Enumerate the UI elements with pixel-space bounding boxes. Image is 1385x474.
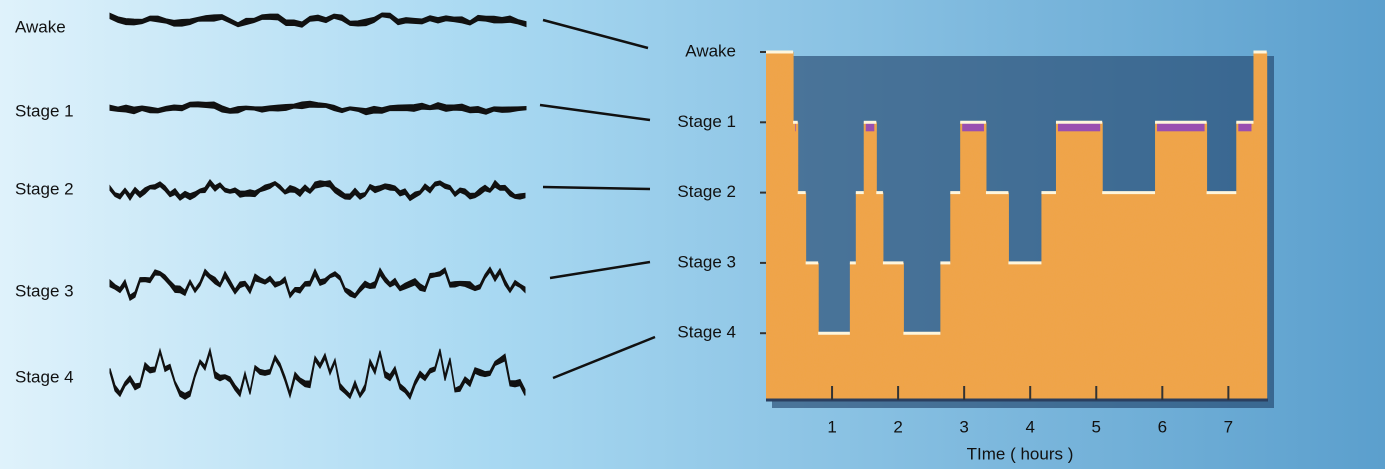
step-segment: [960, 122, 987, 401]
step-segment: [985, 192, 1009, 400]
x-tick-label: 4: [1025, 417, 1034, 436]
step-segment: [1206, 192, 1237, 400]
eeg-label: Stage 2: [15, 179, 74, 198]
eeg-label: Stage 4: [15, 367, 74, 386]
y-tick-label: Stage 1: [677, 112, 736, 131]
step-segment: [882, 262, 904, 400]
rem-bar: [865, 123, 875, 132]
step-segment: [818, 333, 851, 400]
x-tick-label: 6: [1158, 417, 1167, 436]
step-segment: [863, 122, 877, 401]
step-segment: [797, 192, 807, 400]
rem-bar: [795, 123, 796, 132]
step-segment: [793, 122, 799, 401]
step-segment: [1008, 262, 1042, 400]
x-axis-label: TIme ( hours ): [967, 444, 1074, 463]
step-segment: [1253, 52, 1268, 400]
step-segment: [1055, 122, 1103, 401]
y-tick-label: Stage 3: [677, 252, 736, 271]
x-tick-label: 2: [893, 417, 902, 436]
eeg-wave: [109, 100, 527, 116]
y-tick-label: Stage 4: [677, 323, 736, 342]
eeg-wave: [109, 178, 526, 202]
step-segment: [849, 262, 857, 400]
step-segment: [1236, 122, 1254, 401]
step-segment: [1102, 192, 1156, 400]
step-segment: [766, 52, 794, 400]
connectors: [539, 18, 656, 380]
x-tick-label: 1: [827, 417, 836, 436]
step-segment: [876, 192, 884, 400]
step-segment: [805, 262, 819, 400]
step-segment: [855, 192, 865, 400]
rem-bar: [1157, 123, 1205, 132]
step-segment: [940, 262, 951, 400]
eeg-label: Stage 3: [15, 281, 74, 300]
step-segment: [1155, 122, 1208, 401]
step-segment: [1041, 192, 1057, 400]
step-segment: [903, 333, 941, 400]
x-tick-label: 7: [1224, 417, 1233, 436]
eeg-wave: [109, 12, 527, 28]
eeg-label: Stage 1: [15, 101, 74, 120]
eeg-wave: [109, 266, 526, 302]
eeg-label: Awake: [15, 17, 66, 36]
x-tick-label: 5: [1092, 417, 1101, 436]
rem-bar: [1057, 123, 1101, 132]
rem-bar: [962, 123, 984, 132]
y-tick-label: Stage 2: [677, 182, 736, 201]
x-tick-label: 3: [959, 417, 968, 436]
eeg-wave: [109, 346, 526, 400]
step-segment: [950, 192, 961, 400]
step-area: [766, 52, 1268, 401]
y-tick-label: Awake: [685, 41, 736, 60]
rem-bar: [1238, 123, 1252, 132]
